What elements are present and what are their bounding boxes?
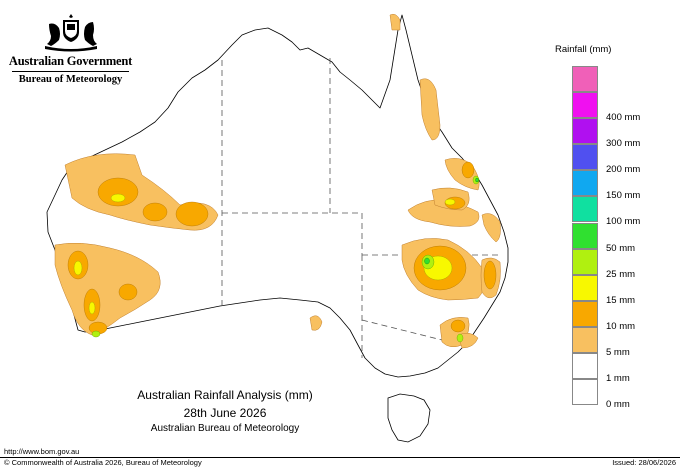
legend-swatch	[572, 170, 598, 197]
map-title-block: Australian Rainfall Analysis (mm) 28th J…	[110, 388, 340, 434]
rain-10mm-areas	[73, 193, 456, 315]
legend-label: 15 mm	[606, 294, 636, 306]
coat-of-arms-icon	[44, 14, 97, 52]
legend-swatch	[572, 196, 598, 223]
legend-label: 400 mm	[606, 112, 641, 124]
footer-divider	[0, 457, 680, 458]
state-borders	[221, 58, 502, 358]
footer-url[interactable]: http://www.bom.gov.au	[4, 447, 80, 456]
legend-swatch	[572, 353, 598, 380]
map-date: 28th June 2026	[183, 406, 267, 420]
tasmania	[387, 393, 431, 443]
legend-label: 100 mm	[606, 216, 641, 228]
legend-swatch	[572, 379, 598, 406]
legend-swatch	[572, 300, 598, 327]
legend-label: 50 mm	[606, 242, 636, 254]
legend-label: 200 mm	[606, 164, 641, 176]
bureau-name: Bureau of Meteorology	[18, 74, 123, 85]
government-name: Australian Government	[8, 54, 133, 68]
rain-25mm-areas	[424, 177, 479, 265]
legend-swatch	[572, 144, 598, 171]
legend-swatch	[572, 66, 598, 92]
map-title: Australian Rainfall Analysis (mm)	[137, 388, 313, 402]
government-branding: Australian Government Bureau of Meteorol…	[8, 10, 133, 85]
footer-copyright: © Commonwealth of Australia 2026, Bureau…	[4, 458, 202, 467]
legend-label: 0 mm	[606, 399, 630, 411]
legend-swatch	[572, 92, 598, 119]
legend-swatch	[572, 326, 598, 353]
footer-issued-date: Issued: 28/06/2026	[612, 458, 676, 467]
legend-swatch	[572, 248, 598, 275]
map-source: Australian Bureau of Meteorology	[150, 423, 300, 434]
legend-label: 10 mm	[606, 320, 636, 332]
header-divider	[12, 71, 129, 72]
legend-swatch	[572, 118, 598, 145]
legend-label: 5 mm	[606, 346, 630, 358]
rain-15mm-areas	[91, 175, 480, 343]
legend-label: 1 mm	[606, 373, 630, 385]
legend-swatch	[572, 274, 598, 301]
legend-label: 150 mm	[606, 190, 641, 202]
legend-title: Rainfall (mm)	[555, 44, 612, 55]
legend-label: 25 mm	[606, 268, 636, 280]
legend-swatch	[572, 222, 598, 249]
legend-label: 300 mm	[606, 138, 641, 150]
